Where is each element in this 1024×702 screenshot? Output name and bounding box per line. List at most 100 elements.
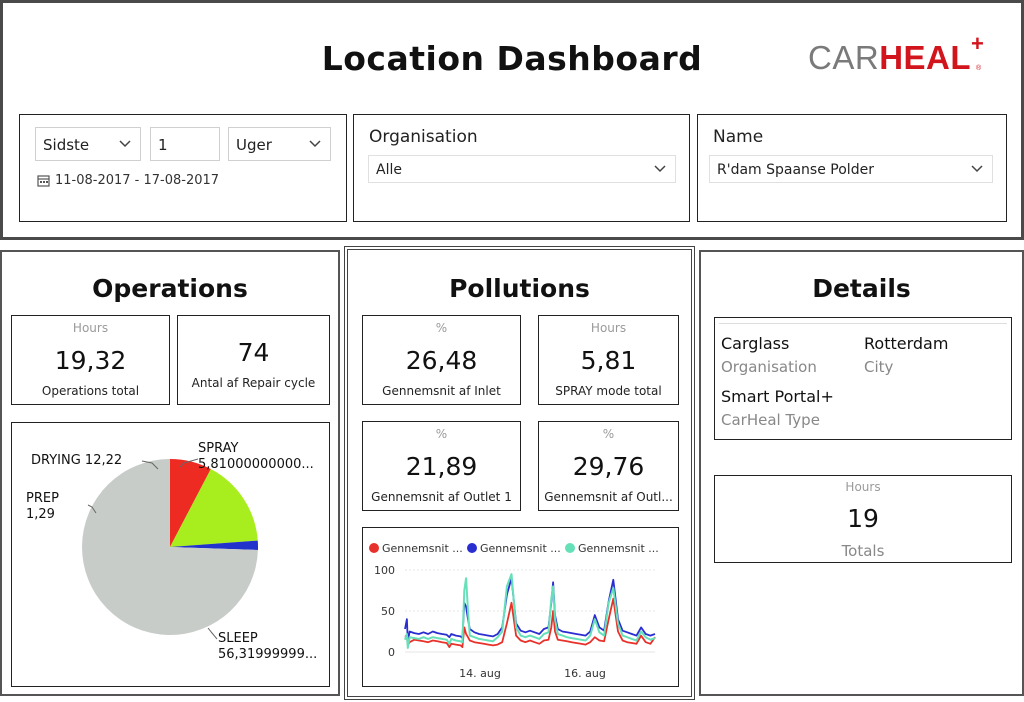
card-value: 19,32 xyxy=(54,346,127,375)
details-panel: Details Carglass Organisation Rotterdam … xyxy=(699,250,1024,696)
card-caption: Operations total xyxy=(41,384,140,398)
details-info-card: Carglass Organisation Rotterdam City Sma… xyxy=(714,317,1012,440)
pie-slice-drying[interactable] xyxy=(170,469,258,547)
legend-item-1[interactable]: Gennemsnit ... xyxy=(369,542,463,555)
organisation-slicer-title: Organisation xyxy=(369,127,478,147)
city-label: City xyxy=(864,358,894,376)
pie-slice-spray[interactable] xyxy=(170,459,211,547)
card-caption: Antal af Repair cycle xyxy=(191,376,316,390)
period-unit-dropdown[interactable]: Uger xyxy=(228,127,331,161)
card-unit-label: % xyxy=(435,427,448,441)
outlet1-card: % 21,89 Gennemsnit af Outlet 1 xyxy=(362,421,521,511)
pie-label-sleep: SLEEP 56,31999999... xyxy=(218,631,317,663)
period-mode-dropdown[interactable]: Sidste xyxy=(35,127,141,161)
legend-label: Gennemsnit ... xyxy=(480,542,561,555)
logo-text-gray: CAR xyxy=(808,39,880,76)
organisation-value: Carglass xyxy=(721,334,790,353)
y-tick-label: 50 xyxy=(381,605,395,618)
card-value: 29,76 xyxy=(572,452,645,481)
pie-label-sleep-value: 56,31999999... xyxy=(218,647,318,662)
period-count-input[interactable]: 1 xyxy=(150,127,220,161)
card-value: 21,89 xyxy=(405,452,478,481)
pie-label-prep: PREP 1,29 xyxy=(26,491,59,523)
chevron-down-icon xyxy=(309,140,321,148)
card-caption: Gennemsnit af Outlet 1 xyxy=(371,490,512,504)
x-tick-label: 14. aug xyxy=(459,667,501,680)
divider xyxy=(719,323,1007,324)
pie-slice-sleep[interactable] xyxy=(82,459,258,635)
legend-dot-red xyxy=(369,543,379,553)
card-value: 5,81 xyxy=(580,346,637,375)
outlet2-card: % 29,76 Gennemsnit af Outl... xyxy=(538,421,679,511)
date-range-label: 11-08-2017 - 17-08-2017 xyxy=(55,173,220,188)
pollutions-panel: Pollutions % 26,48 Gennemsnit af Inlet H… xyxy=(344,246,695,700)
line-series-teal[interactable] xyxy=(404,573,656,649)
period-slicer: Sidste 1 Uger 11-08-2017 - 17-08-2017 xyxy=(19,114,347,222)
period-unit-value: Uger xyxy=(236,136,272,154)
legend-dot-blue xyxy=(467,543,477,553)
legend-item-3[interactable]: Gennemsnit ... xyxy=(565,542,659,555)
card-unit-label: % xyxy=(602,427,615,441)
inlet-card: % 26,48 Gennemsnit af Inlet xyxy=(362,315,521,405)
spray-mode-card: Hours 5,81 SPRAY mode total xyxy=(538,315,679,405)
operations-pie-chart xyxy=(82,458,258,640)
organisation-label: Organisation xyxy=(721,358,817,376)
pie-label-spray-name: SPRAY xyxy=(198,441,239,456)
line-series-blue[interactable] xyxy=(404,577,656,644)
card-value: 26,48 xyxy=(405,346,478,375)
pie-label-prep-name: PREP xyxy=(26,491,59,506)
legend-label: Gennemsnit ... xyxy=(382,542,463,555)
carheal-type-value: Smart Portal+ xyxy=(721,387,834,406)
pie-label-drying: DRYING 12,22 xyxy=(31,453,123,468)
x-tick-label: 16. aug xyxy=(564,667,606,680)
chevron-down-icon xyxy=(119,140,131,148)
organisation-dropdown[interactable]: Alle xyxy=(368,155,676,183)
city-value: Rotterdam xyxy=(864,334,949,353)
y-tick-label: 0 xyxy=(388,646,395,659)
pie-leader-line xyxy=(141,460,159,470)
period-count-value: 1 xyxy=(158,136,168,154)
legend-dot-teal xyxy=(565,543,575,553)
chevron-down-icon xyxy=(971,165,983,173)
logo-plus-icon: + xyxy=(971,31,985,56)
pie-label-spray-value: 5,81000000000... xyxy=(198,457,314,472)
pie-label-spray: SPRAY 5,81000000000... xyxy=(198,441,314,473)
calendar-icon xyxy=(37,175,50,187)
operations-pie-card: SPRAY 5,81000000000... DRYING 12,22 PREP… xyxy=(11,422,330,687)
pie-leader-line xyxy=(87,504,97,514)
operations-total-card: Hours 19,32 Operations total xyxy=(11,315,170,405)
totals-card: Hours 19 Totals xyxy=(714,475,1012,563)
logo-registered-mark: ® xyxy=(976,65,982,72)
pie-leader-line xyxy=(179,458,199,468)
header-panel: Location Dashboard CARHEAL + ® Sidste 1 … xyxy=(0,0,1024,240)
pie-label-prep-value: 1,29 xyxy=(26,507,55,522)
chevron-down-icon xyxy=(654,165,666,173)
card-caption: Gennemsnit af Outl... xyxy=(544,490,673,504)
name-dropdown-value: R'dam Spaanse Polder xyxy=(717,162,874,178)
pie-slice-prep[interactable] xyxy=(170,540,258,550)
legend-item-2[interactable]: Gennemsnit ... xyxy=(467,542,561,555)
operations-title: Operations xyxy=(92,274,248,303)
legend-label: Gennemsnit ... xyxy=(578,542,659,555)
card-value: 74 xyxy=(237,338,270,367)
organisation-dropdown-value: Alle xyxy=(376,162,402,178)
logo-text-red: HEAL xyxy=(879,39,972,76)
operations-panel: Operations Hours 19,32 Operations total … xyxy=(0,250,340,696)
organisation-slicer: Organisation Alle xyxy=(353,114,690,222)
card-caption: SPRAY mode total xyxy=(555,384,662,398)
carheal-logo: CARHEAL + ® xyxy=(808,31,984,77)
card-unit-label: Hours xyxy=(845,480,881,494)
carheal-type-label: CarHeal Type xyxy=(721,411,820,429)
card-unit-label: Hours xyxy=(72,321,109,335)
details-title: Details xyxy=(812,274,911,303)
line-series-red[interactable] xyxy=(404,597,656,648)
name-slicer: Name R'dam Spaanse Polder xyxy=(697,114,1007,222)
y-tick-label: 100 xyxy=(374,564,395,577)
pie-leader-line xyxy=(207,627,218,640)
pollutions-title: Pollutions xyxy=(449,274,590,303)
page-title: Location Dashboard xyxy=(321,39,703,78)
card-unit-label: % xyxy=(435,321,448,335)
pie-label-sleep-name: SLEEP xyxy=(218,631,258,646)
name-dropdown[interactable]: R'dam Spaanse Polder xyxy=(709,155,993,183)
pollutions-line-card: Gennemsnit ... Gennemsnit ... Gennemsnit… xyxy=(362,527,679,687)
